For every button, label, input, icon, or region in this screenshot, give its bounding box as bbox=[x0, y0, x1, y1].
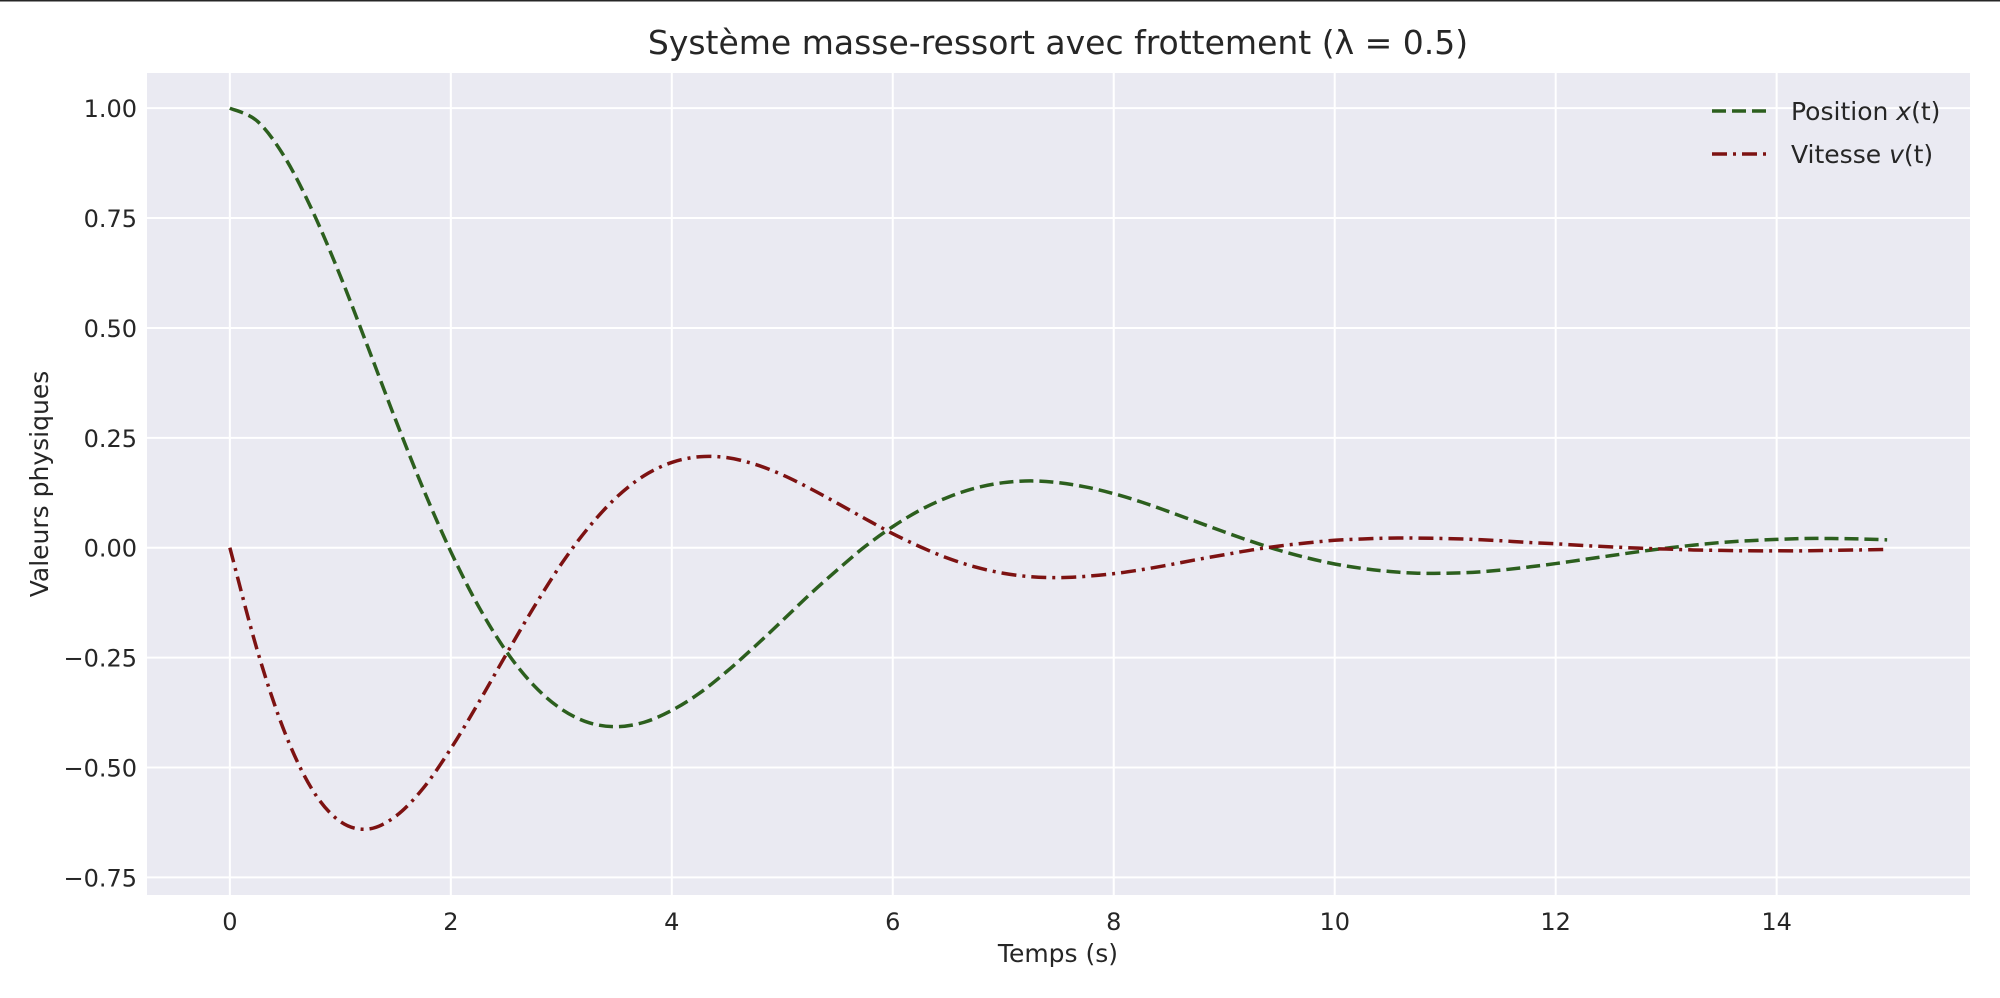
y-axis-label: Valeurs physiques bbox=[25, 371, 54, 598]
x-axis-label: Temps (s) bbox=[997, 939, 1118, 968]
y-tick-label: 1.00 bbox=[84, 95, 137, 123]
legend: Position x(t) Vitesse v(t) bbox=[1712, 97, 1940, 169]
y-tick-label: 0.75 bbox=[84, 205, 137, 233]
legend-label-position: Position x(t) bbox=[1791, 97, 1940, 126]
x-tick-labels: 0 2 4 6 8 10 12 14 bbox=[222, 908, 1792, 936]
y-tick-label: 0.00 bbox=[84, 535, 137, 563]
chart-title: Système masse-ressort avec frottement (λ… bbox=[648, 23, 1468, 62]
x-tick-label: 2 bbox=[443, 908, 458, 936]
x-tick-label: 0 bbox=[222, 908, 237, 936]
y-tick-label: −0.25 bbox=[63, 645, 137, 673]
y-tick-label: −0.50 bbox=[63, 755, 137, 783]
x-tick-label: 10 bbox=[1319, 908, 1350, 936]
x-tick-label: 12 bbox=[1540, 908, 1571, 936]
x-tick-label: 14 bbox=[1761, 908, 1792, 936]
legend-label-vitesse: Vitesse v(t) bbox=[1791, 140, 1933, 169]
x-tick-label: 4 bbox=[664, 908, 679, 936]
y-tick-label: 0.50 bbox=[84, 315, 137, 343]
top-border bbox=[0, 0, 2000, 2]
y-tick-label: −0.75 bbox=[63, 864, 137, 892]
series-layer bbox=[228, 106, 1888, 832]
y-tick-labels: 1.00 0.75 0.50 0.25 0.00 −0.25 −0.50 −0.75 bbox=[63, 95, 137, 892]
x-tick-label: 6 bbox=[885, 908, 900, 936]
x-tick-label: 8 bbox=[1106, 908, 1121, 936]
series-line-vitesse bbox=[228, 454, 1888, 832]
grid bbox=[147, 73, 1970, 895]
series-line-position bbox=[229, 106, 1888, 729]
y-tick-label: 0.25 bbox=[84, 425, 137, 453]
